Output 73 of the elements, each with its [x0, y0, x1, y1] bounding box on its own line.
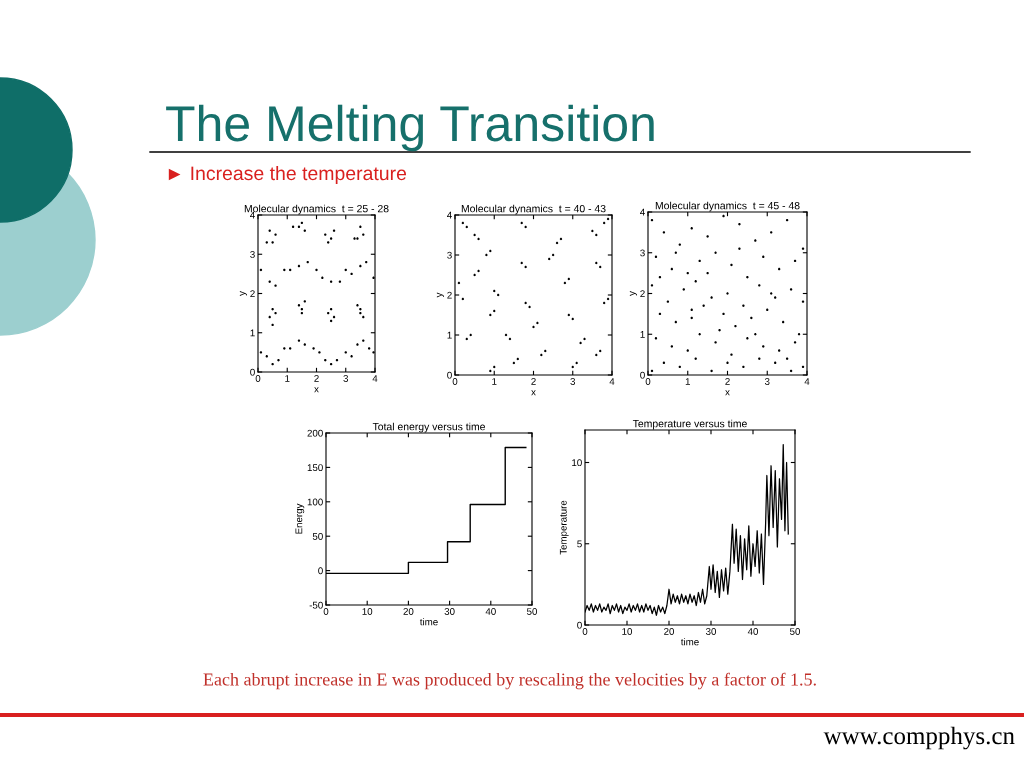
x-tick-label: 50 [526, 608, 538, 615]
x-tick-label: 2 [725, 378, 730, 385]
y-tick-label: 1 [447, 331, 452, 339]
x-tick-label: 1 [685, 378, 690, 385]
x-tick-label: 0 [323, 608, 329, 615]
chart-title: Molecular dynamics t = 45 - 48 [655, 201, 800, 212]
x-tick-label: 40 [485, 608, 496, 615]
text: www.compphys.cn [823, 726, 1015, 750]
x-tick-label: 3 [764, 378, 770, 385]
x-tick-label: 1 [492, 378, 497, 385]
y-tick-label: 0 [318, 567, 323, 575]
x-tick-label: 3 [570, 378, 576, 385]
y-tick-label: 100 [307, 498, 323, 506]
x-tick-label: 4 [609, 378, 615, 385]
x-tick-label: 1 [285, 375, 290, 382]
y-tick-label: 200 [307, 429, 323, 437]
x-tick-label: 20 [664, 628, 675, 635]
chart-title: Total energy versus time [372, 422, 485, 433]
chart-title: Molecular dynamics t = 40 - 43 [461, 204, 606, 215]
x-tick-label: 50 [789, 628, 801, 635]
y-tick-label: 4 [250, 211, 255, 219]
y-tick-label: 50 [312, 532, 323, 540]
x-tick-label: 30 [705, 628, 717, 635]
y-tick-label: -50 [309, 601, 323, 609]
x-axis-title: x [531, 390, 536, 396]
x-tick-label: 30 [444, 608, 455, 615]
y-tick-label: 3 [640, 249, 645, 257]
x-tick-label: 4 [804, 378, 810, 385]
x-tick-label: 2 [531, 378, 536, 385]
x-tick-label: 10 [362, 608, 373, 615]
y-tick-label: 2 [447, 291, 452, 299]
y-tick-label: 4 [447, 211, 452, 219]
point [528, 305, 531, 309]
y-axis-title: y [629, 291, 638, 296]
y-axis-title: Temperature [559, 500, 569, 555]
y-tick-label: 4 [640, 208, 645, 216]
y-tick-label: 1 [250, 329, 255, 337]
text: ► Increase the temperature [168, 165, 407, 185]
point [532, 325, 535, 329]
y-tick-label: 150 [307, 464, 323, 472]
x-tick-label: 10 [622, 628, 633, 635]
point [536, 321, 539, 325]
y-axis-title: y [239, 291, 248, 296]
x-tick-label: 0 [255, 375, 261, 382]
y-tick-label: 1 [640, 331, 645, 338]
y-axis-title: Energy [295, 503, 305, 534]
text: Each abrupt increase in E was produced by rescaling the velocities by a factor of 1.5. [203, 672, 816, 690]
chart-title: Temperature versus time [632, 419, 747, 430]
point [579, 341, 582, 345]
point [477, 269, 480, 273]
x-tick-label: 0 [582, 628, 588, 635]
x-tick-label: 3 [343, 375, 349, 382]
x-axis-title: time [419, 618, 438, 626]
y-tick-label: 5 [577, 540, 582, 548]
y-tick-label: 3 [447, 251, 452, 259]
y-tick-label: 2 [250, 290, 255, 298]
x-tick-label: 0 [645, 378, 651, 385]
x-tick-label: 4 [372, 375, 378, 382]
x-axis-title: time [680, 638, 699, 646]
point [583, 337, 586, 341]
y-tick-label: 0 [250, 368, 255, 376]
y-tick-label: 0 [577, 621, 582, 629]
x-tick-label: 40 [747, 628, 759, 635]
x-axis-title: x [314, 387, 319, 393]
text: The Melting Transition [166, 104, 654, 152]
y-tick-label: 10 [572, 459, 582, 467]
y-axis-title: y [436, 292, 445, 298]
y-tick-label: 3 [250, 250, 255, 258]
x-axis-title: x [725, 390, 730, 396]
x-tick-label: 0 [452, 378, 458, 385]
point [477, 237, 480, 241]
x-tick-label: 20 [403, 608, 414, 615]
y-tick-label: 2 [640, 290, 645, 298]
